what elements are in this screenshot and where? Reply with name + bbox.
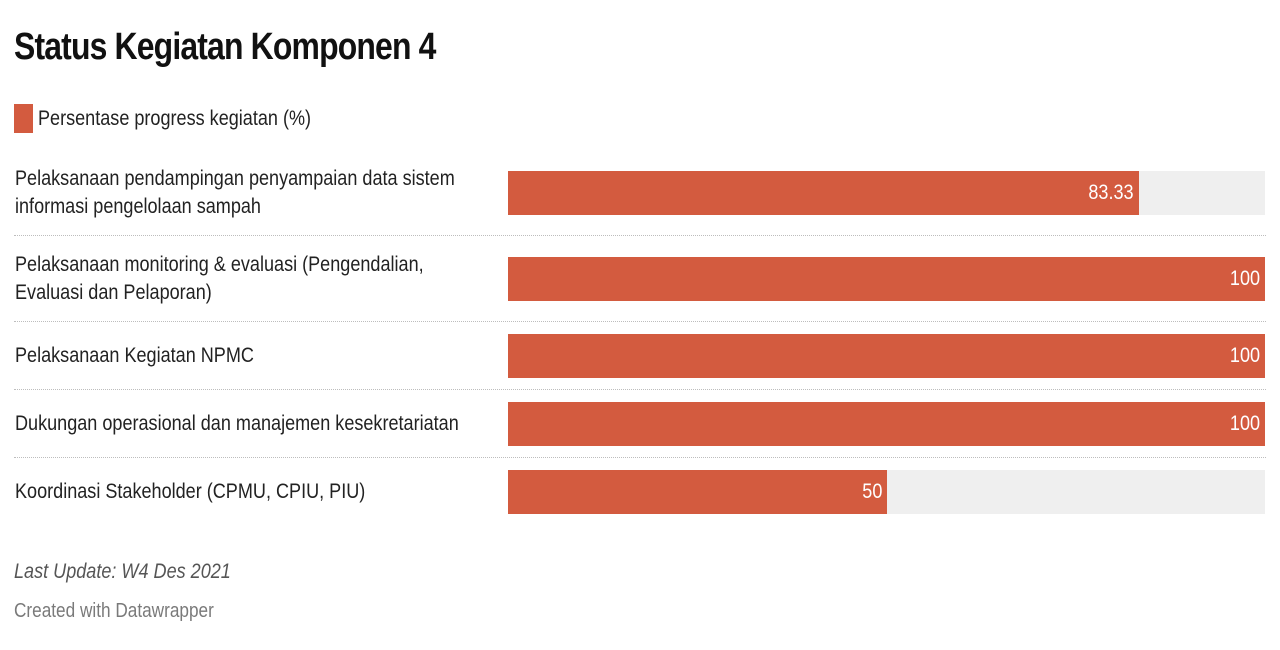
bar-category-label: Pelaksanaan monitoring & evaluasi (Penge…: [15, 253, 424, 304]
legend-swatch: [14, 104, 33, 133]
bar-track: 83.33: [508, 171, 1265, 215]
bar-row: Pelaksanaan Kegiatan NPMC 100: [14, 334, 1266, 378]
bar-row: Pelaksanaan monitoring & evaluasi (Penge…: [14, 253, 1266, 304]
bar-track: 50: [508, 470, 1265, 514]
bar-row: Dukungan operasional dan manajemen kesek…: [14, 402, 1266, 446]
bar-category-label: Pelaksanaan Kegiatan NPMC: [15, 344, 254, 367]
chart-legend: Persentase progress kegiatan (%): [14, 104, 356, 133]
row-divider: [14, 457, 1266, 458]
bar-category-label: Dukungan operasional dan manajemen kesek…: [15, 412, 459, 435]
bar-value-label: 100: [1229, 267, 1260, 290]
row-divider: [14, 235, 1266, 236]
bar-value-label: 100: [1229, 412, 1260, 435]
bar-category-label: Pelaksanaan pendampingan penyampaian dat…: [15, 167, 455, 218]
bar: [508, 470, 887, 514]
bar: [508, 257, 1265, 301]
bar-rows: Pelaksanaan pendampingan penyampaian dat…: [14, 0, 1266, 650]
bar-track: 100: [508, 402, 1265, 446]
bar-row: Pelaksanaan pendampingan penyampaian dat…: [14, 167, 1266, 218]
bar: [508, 334, 1265, 378]
bar-track: 100: [508, 334, 1265, 378]
bar: [508, 171, 1139, 215]
row-divider: [14, 321, 1266, 322]
bar-value-label: 83.33: [1088, 181, 1134, 204]
bar-category-label: Koordinasi Stakeholder (CPMU, CPIU, PIU): [15, 480, 366, 503]
bar: [508, 402, 1265, 446]
row-divider: [14, 389, 1266, 390]
bar-track: 100: [508, 257, 1265, 301]
legend-label: Persentase progress kegiatan (%): [38, 106, 312, 130]
chart-notes: Last Update: W4 Des 2021: [14, 560, 231, 583]
chart-credit: Created with Datawrapper: [14, 600, 214, 622]
bar-row: Koordinasi Stakeholder (CPMU, CPIU, PIU)…: [14, 470, 1266, 514]
bar-value-label: 100: [1229, 344, 1260, 367]
bar-value-label: 50: [861, 480, 882, 503]
chart-title: Status Kegiatan Komponen 4: [14, 26, 436, 68]
